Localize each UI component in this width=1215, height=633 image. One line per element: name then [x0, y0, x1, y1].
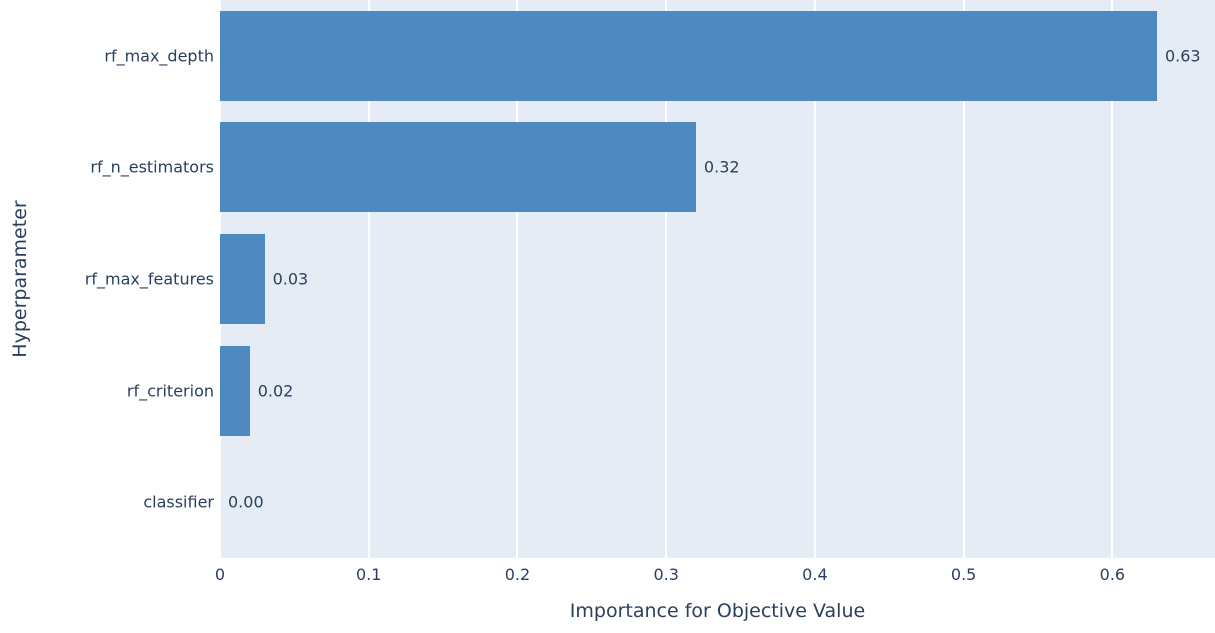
gridline-x-0.2 — [516, 0, 519, 558]
bar-value-label: 0.03 — [272, 269, 309, 289]
plot-area: 0.63 0.32 0.03 0.02 0.00 — [219, 0, 1215, 558]
gridline-x-0.3 — [665, 0, 668, 558]
bar-value-label: 0.02 — [257, 381, 294, 401]
category-label-rf_n_estimators: rf_n_estimators — [90, 157, 214, 177]
x-tick-label-0.1: 0.1 — [355, 565, 382, 584]
category-label-classifier: classifier — [143, 492, 214, 512]
gridline-x-0.5 — [962, 0, 965, 558]
bar-value-label: 0.00 — [228, 492, 264, 512]
y-axis-category-labels: rf_max_depth rf_n_estimators rf_max_featur… — [0, 0, 214, 558]
bar-rf_n_estimators[interactable] — [220, 122, 696, 213]
category-label-rf_max_features: rf_max_features — [84, 269, 214, 289]
x-tick-label-0.3: 0.3 — [653, 565, 679, 584]
category-label-rf_criterion: rf_criterion — [126, 381, 214, 401]
bar-rf_max_features[interactable] — [220, 234, 265, 324]
bar-value-label: 0.63 — [1164, 46, 1201, 66]
bar-rf_max_depth[interactable] — [220, 10, 1157, 101]
category-label-rf_max_depth: rf_max_depth — [104, 46, 214, 66]
x-tick-label-0.6: 0.6 — [1099, 565, 1126, 584]
x-tick-label-0.5: 0.5 — [950, 565, 977, 584]
gridline-x-0.1 — [367, 0, 370, 558]
gridline-x-0.6 — [1111, 0, 1114, 558]
x-axis-tick-labels: 0 0.1 0.2 0.3 0.4 0.5 0.6 — [0, 558, 1215, 592]
bar-rf_criterion[interactable] — [220, 345, 250, 436]
x-axis-title: Importance for Objective Value — [569, 600, 866, 622]
x-tick-label-0.2: 0.2 — [504, 565, 531, 584]
bar-value-label: 0.32 — [703, 157, 740, 177]
x-tick-label-0.4: 0.4 — [802, 565, 828, 584]
x-tick-label-0: 0 — [214, 565, 226, 584]
gridline-x-0.4 — [813, 0, 816, 558]
